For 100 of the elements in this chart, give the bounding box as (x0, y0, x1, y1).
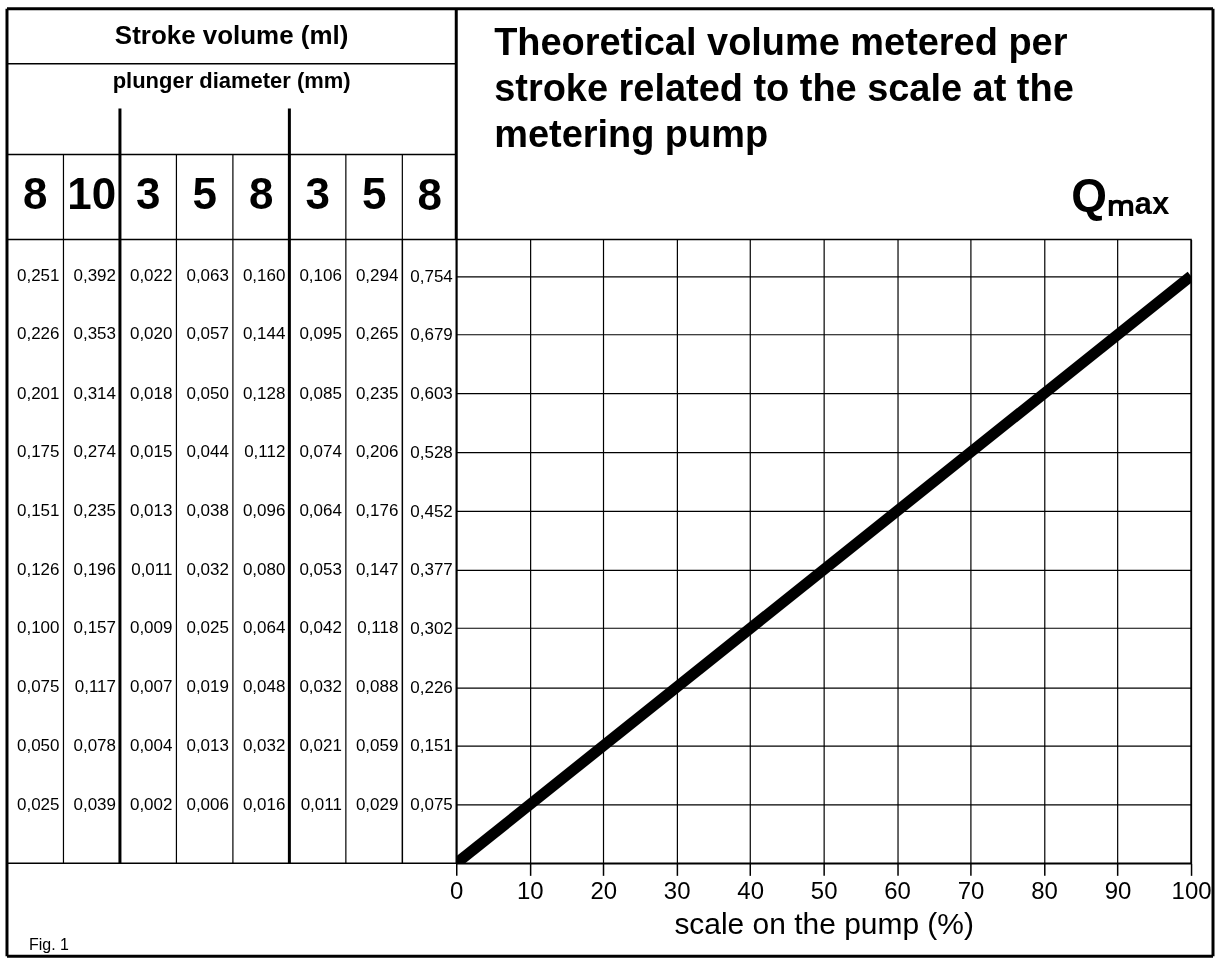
text: 0,015 (129, 442, 173, 462)
text: 0,160 (242, 266, 286, 285)
text: 0,126 (17, 559, 60, 579)
text: 0,106 (299, 266, 342, 285)
text: 0,251 (17, 266, 60, 285)
y-tick-label: 0,302 (410, 618, 453, 638)
text: 0,128 (242, 383, 286, 403)
text: 0,314 (73, 383, 116, 403)
text: Stroke volume (ml) (114, 20, 349, 49)
text: 0,088 (355, 677, 399, 697)
text: 0,059 (355, 735, 399, 755)
text: 8 (248, 169, 274, 219)
text: 10 (67, 169, 117, 219)
text: 0,085 (299, 383, 342, 403)
y-tick-label: 0,452 (410, 501, 453, 521)
text: 0,353 (73, 324, 116, 344)
text: 5 (361, 169, 387, 219)
text: 0,020 (129, 324, 173, 344)
text: 0,235 (355, 383, 399, 403)
x-tick-label: 40 (737, 876, 764, 904)
text: 0,053 (299, 559, 342, 579)
text: 0,032 (242, 735, 286, 755)
text: 0,078 (73, 735, 116, 755)
text: 0,018 (129, 383, 173, 403)
text: 8 (23, 169, 48, 219)
y-tick-label: 0,679 (410, 324, 453, 344)
text: 0,064 (299, 501, 342, 521)
text: 3 (305, 169, 330, 219)
text: 0,151 (17, 501, 60, 521)
x-tick-label: 60 (884, 876, 911, 904)
y-tick-label: 0,226 (410, 677, 453, 697)
chart-title: Theoretical volume metered per stroke related to the scale at the metering pump (494, 21, 1074, 156)
text: 0,019 (186, 677, 229, 697)
text: 0,196 (73, 559, 116, 579)
text: 0,226 (17, 324, 60, 344)
y-tick-label: 0,754 (410, 266, 453, 286)
x-tick-label: 20 (590, 876, 618, 904)
text: 0,029 (355, 794, 399, 814)
text: 0,042 (299, 618, 342, 638)
text: 0,044 (186, 442, 229, 462)
x-tick-label: 100 (1171, 876, 1212, 904)
text: 0,013 (129, 501, 173, 521)
text: 0,011 (131, 559, 173, 579)
y-axis-title: 8 (417, 169, 443, 219)
text: 0,021 (299, 735, 342, 755)
y-tick-label: 0,151 (410, 736, 453, 756)
text: 0,050 (17, 735, 60, 755)
text: 0,007 (129, 677, 173, 697)
x-tick-label: 0 (450, 876, 464, 904)
text: 0,175 (17, 442, 60, 462)
text: 0,201 (17, 383, 60, 403)
y-tick-label: 0,075 (410, 795, 453, 815)
x-axis-title: scale on the pump (%) (674, 906, 974, 940)
text: 0,117 (74, 677, 116, 697)
y-tick-label: 0,603 (410, 384, 453, 404)
text: 3 (135, 169, 161, 219)
text: 0,100 (17, 618, 60, 638)
text: 0,025 (17, 794, 60, 814)
text: 0,038 (186, 501, 229, 521)
text: 0,004 (129, 735, 173, 755)
text: plunger diameter (mm) (112, 67, 351, 93)
x-tick-label: 10 (516, 876, 544, 904)
text: 0,032 (186, 559, 229, 579)
x-tick-label: 80 (1031, 876, 1058, 904)
text: 0,095 (299, 324, 342, 344)
x-tick-label: 50 (810, 876, 838, 904)
text: 5 (192, 169, 217, 219)
text: 0,006 (186, 794, 229, 814)
text: 0,157 (73, 618, 116, 638)
text: 0,294 (355, 266, 399, 285)
text: 0,144 (242, 324, 286, 344)
text: 0,274 (73, 442, 116, 462)
caption: Fig. 1 (28, 936, 70, 954)
text: 0,022 (129, 266, 173, 285)
text: 0,057 (186, 324, 229, 344)
text: 0,039 (73, 794, 116, 814)
text: 0,048 (242, 677, 286, 697)
text: 0,112 (244, 442, 286, 462)
text: 0,206 (355, 442, 399, 462)
text: 0,235 (73, 501, 116, 521)
text: 0,075 (17, 677, 60, 697)
text: 0,080 (242, 559, 286, 579)
text: 0,002 (129, 794, 173, 814)
text: 0,265 (355, 324, 399, 344)
text: 0,009 (129, 618, 173, 638)
x-tick-label: 30 (663, 876, 691, 904)
text: 0,050 (186, 383, 229, 403)
text: 0,147 (355, 559, 399, 579)
text: 0,074 (299, 442, 342, 462)
text: 0,032 (299, 677, 342, 697)
text: 0,013 (186, 735, 229, 755)
text: 0,096 (242, 501, 286, 521)
text: 0,025 (186, 618, 229, 638)
y-tick-label: 0,377 (410, 560, 453, 580)
text: 0,392 (73, 266, 116, 285)
x-tick-label: 70 (957, 876, 985, 904)
text: 0,016 (242, 794, 286, 814)
text: 0,063 (186, 266, 229, 285)
y-tick-label: 0,528 (410, 442, 453, 462)
text: Qₘₐₓ (1071, 169, 1170, 222)
